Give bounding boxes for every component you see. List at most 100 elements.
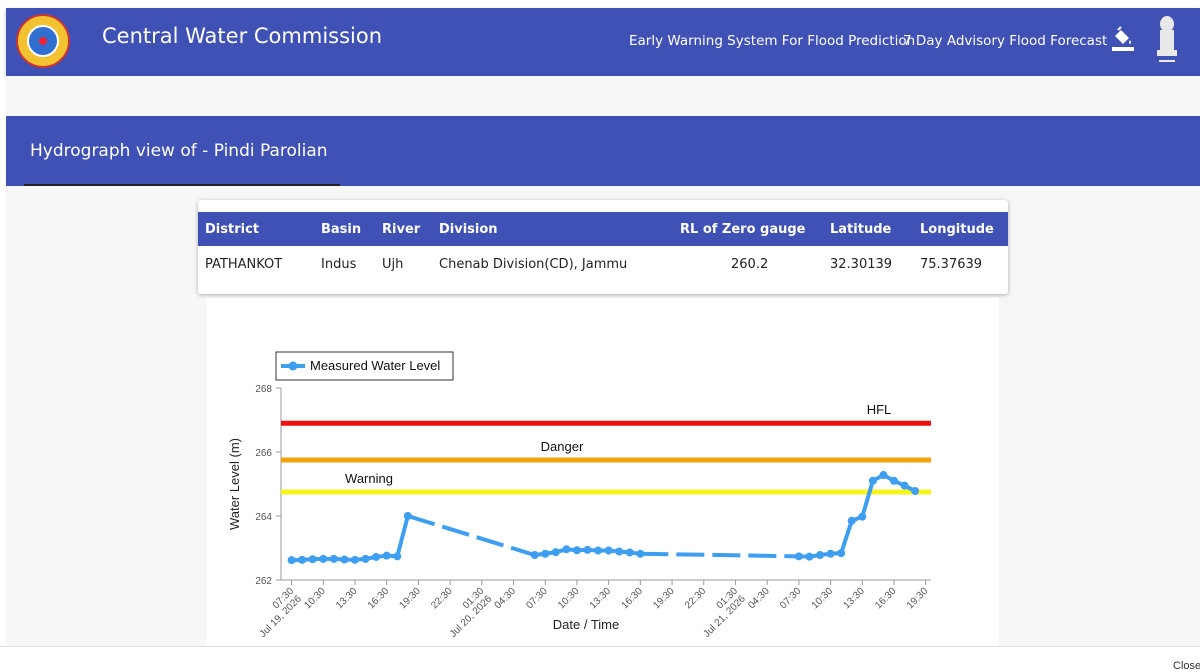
x-tick-label: 07:30 [524,586,550,612]
data-point [552,548,560,556]
data-point [362,555,370,563]
threshold-label-warning: Warning [345,471,393,486]
data-point [541,550,549,558]
threshold-label-danger: Danger [541,439,584,454]
x-tick-label: 19:30 [398,586,424,612]
page-title: Hydrograph view of - Pindi Parolian [30,141,328,161]
legend-swatch-dot [289,362,298,371]
station-table-header: District Basin River Division RL of Zero… [198,212,1008,246]
data-point [805,553,813,561]
x-tick-label: 19:30 [651,586,677,612]
series-segment [397,516,408,556]
x-tick-label: 16:30 [366,586,392,612]
x-tick-label: 04:30 [746,586,772,612]
data-point [901,482,909,490]
col-river: River [382,222,420,237]
data-point [351,556,359,564]
spacer-band [6,76,1200,116]
data-point [594,547,602,555]
bottom-divider [0,646,1200,647]
data-point [562,545,570,553]
data-point [911,487,919,495]
x-tick-label: 13:30 [334,586,360,612]
y-axis-label: Water Level (m) [227,438,242,530]
data-point [340,556,348,564]
cell-longitude: 75.37639 [920,257,982,272]
data-point [890,477,898,485]
data-point [531,551,539,559]
nav-link-early-warning[interactable]: Early Warning System For Flood Predictio… [629,33,915,49]
cwc-logo-icon[interactable] [16,14,70,68]
x-tick-label: 07:30 [778,586,804,612]
page-title-bar: Hydrograph view of - Pindi Parolian [6,116,1200,186]
series-segment [640,554,799,557]
data-point [605,547,613,555]
cell-river: Ujh [382,257,403,272]
data-point [858,513,866,521]
data-point [298,556,306,564]
cell-rl-zero-gauge: 260.2 [731,257,768,272]
y-tick-label: 266 [255,448,272,459]
data-point [372,553,380,561]
x-tick-label: 22:30 [683,586,709,612]
x-tick-label: 04:30 [493,586,519,612]
data-point [288,556,296,564]
x-tick-label: 10:30 [556,586,582,612]
y-tick-label: 268 [255,384,272,395]
data-point [404,512,412,520]
cell-division: Chenab Division(CD), Jammu [439,257,627,272]
y-tick-label: 262 [255,576,272,587]
x-tick-label: 16:30 [873,586,899,612]
series-segment [841,521,852,553]
x-tick-label: 10:30 [302,586,328,612]
data-point [615,548,623,556]
col-basin: Basin [321,222,361,237]
data-point [816,551,824,559]
cell-basin: Indus [321,257,356,272]
data-point [837,549,845,557]
data-point [626,548,634,556]
data-point [795,552,803,560]
x-tick-label: 10:30 [810,586,836,612]
x-tick-label: 19:30 [905,586,931,612]
col-division: Division [439,222,498,237]
x-tick-label: 07:30Jul 19, 2026 [250,586,304,640]
col-latitude: Latitude [830,222,891,237]
hydrograph-chart: 262 264 266 268 Water Level (m) 07:30Jul 19, … [207,298,999,648]
x-tick-label: 13:30 [841,586,867,612]
legend: Measured Water Level [276,352,453,380]
data-point [827,550,835,558]
hydrograph-panel: 262 264 266 268 Water Level (m) 07:30Jul 19, … [207,298,999,648]
brand-title[interactable]: Central Water Commission [102,24,382,48]
data-point [584,546,592,554]
close-button[interactable]: Close [1173,660,1200,672]
threshold-label-hfl: HFL [867,402,892,417]
data-point [869,477,877,485]
col-rl-zero-gauge: RL of Zero gauge [680,222,806,237]
cell-latitude: 32.30139 [830,257,892,272]
y-tick-label: 264 [255,512,272,523]
data-point [636,550,644,558]
data-point [383,552,391,560]
col-longitude: Longitude [920,222,994,237]
data-point [879,471,887,479]
data-point [319,555,327,563]
paint-bucket-icon[interactable] [1111,26,1135,52]
x-tick-label: 22:30 [429,586,455,612]
station-info-card: District Basin River Division RL of Zero… [198,200,1008,294]
data-point [309,555,317,563]
x-axis-label: Date / Time [553,617,619,632]
col-district: District [205,222,259,237]
x-tick-label: 16:30 [619,586,645,612]
data-point [393,552,401,560]
x-tick-label: 13:30 [588,586,614,612]
data-point [573,546,581,554]
national-emblem-icon [1152,14,1182,70]
nav-link-advisory-forecast[interactable]: 7 Day Advisory Flood Forecast [903,33,1107,49]
data-point [330,555,338,563]
series-segment [862,481,873,517]
data-point [848,517,856,525]
top-navbar: Central Water Commission Early Warning S… [6,8,1200,76]
cell-district: PATHANKOT [205,257,282,272]
legend-label: Measured Water Level [310,358,440,373]
